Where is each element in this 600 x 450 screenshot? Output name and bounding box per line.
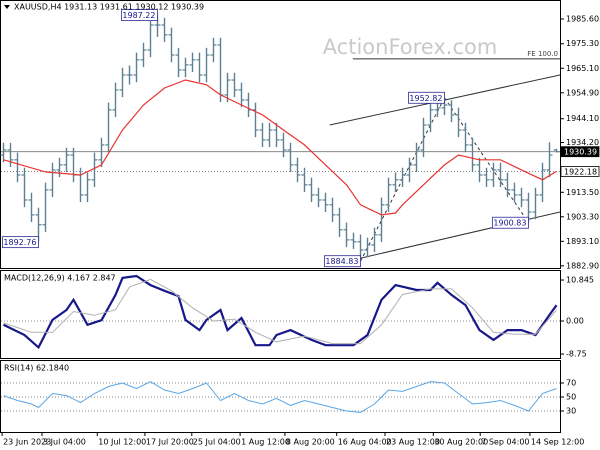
- y-tick-label: 1893.10: [566, 237, 599, 246]
- header-icon: [4, 5, 10, 9]
- y-tick-label: 1903.30: [566, 212, 599, 221]
- macd-title: MACD(12,26,9) 4.167 2.847: [4, 274, 116, 283]
- price-level-label: 1922.18: [564, 167, 597, 176]
- y-tick-label: 30: [566, 407, 576, 416]
- price-annotation: 1892.76: [3, 238, 36, 247]
- price-annotation-box: [2, 236, 39, 249]
- y-tick-label: 1954.90: [566, 88, 599, 97]
- price-annotation-box: [408, 91, 445, 104]
- price-level-box: [560, 166, 600, 177]
- y-tick-label: 70: [566, 379, 576, 388]
- y-tick-label: 1913.50: [566, 188, 599, 197]
- price-level-label: 1930.39: [564, 148, 597, 157]
- y-tick-label: 1944.10: [566, 114, 599, 123]
- rsi-title: RSI(14) 62.1840: [4, 364, 69, 373]
- price-panel: [0, 0, 561, 269]
- x-tick-label: 30 Aug 20:00: [434, 438, 488, 447]
- macd-panel: [0, 270, 561, 359]
- price-annotation-box: [121, 9, 158, 21]
- x-tick-label: 7 Sep 04:00: [481, 438, 529, 447]
- price-annotation: 1900.83: [493, 219, 526, 228]
- indicator-line: [3, 274, 558, 350]
- fe-label: FE 100.0: [527, 50, 558, 58]
- x-tick-label: 16 Aug 04:00: [338, 438, 392, 447]
- price-annotation-box: [492, 216, 529, 229]
- y-tick-label: 1934.20: [566, 138, 599, 147]
- price-annotation-box: [324, 255, 361, 268]
- x-tick-label: 17 Jul 20:00: [146, 438, 194, 447]
- indicator-line: [3, 381, 557, 413]
- x-tick-label: 3 Jul 04:00: [43, 438, 86, 447]
- indicator-line: [3, 278, 557, 345]
- x-tick-label: 10 Jul 12:00: [98, 438, 146, 447]
- price-annotation: 1952.82: [409, 94, 442, 103]
- y-tick-label: 1882.90: [566, 261, 599, 270]
- price-level-box: [560, 146, 600, 158]
- price-annotation: 1987.22: [122, 11, 155, 20]
- header: XAUUSD,H4 1931.13 1931.61 1930.12 1930.3…: [14, 3, 204, 12]
- price-annotation: 1884.83: [325, 257, 358, 266]
- moving-average: [3, 79, 557, 216]
- y-tick-label: 10.845: [566, 276, 594, 285]
- y-tick-label: 1975.30: [566, 39, 599, 48]
- y-tick-label: 50: [566, 393, 576, 402]
- x-tick-label: 23 Aug 12:00: [386, 438, 440, 447]
- y-tick-label: 0.00: [566, 316, 584, 325]
- x-tick-label: 25 Jul 04:00: [193, 438, 241, 447]
- x-tick-label: 14 Sep 12:00: [531, 438, 584, 447]
- y-tick-label: 1965.10: [566, 64, 599, 73]
- x-tick-label: 1 Aug 12:00: [241, 438, 290, 447]
- x-tick-label: 8 Aug 20:00: [286, 438, 335, 447]
- x-tick-label: 23 Jun 2023: [3, 438, 51, 447]
- y-tick-label: 1985.60: [566, 14, 599, 23]
- y-tick-label: -8.75: [566, 350, 587, 359]
- watermark: ActionForex.com: [323, 35, 498, 59]
